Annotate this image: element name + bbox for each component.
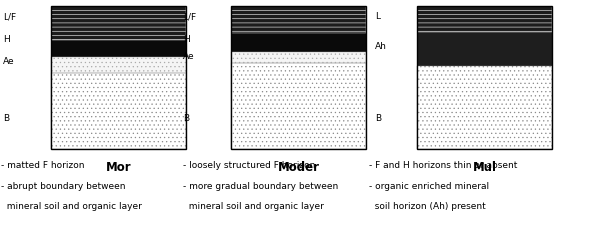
Text: mineral soil and organic layer: mineral soil and organic layer <box>183 202 324 210</box>
Text: B: B <box>375 113 381 122</box>
Bar <box>231 52 366 64</box>
Bar <box>231 7 366 34</box>
Bar <box>417 66 552 149</box>
Bar <box>231 64 366 149</box>
Text: H: H <box>3 35 10 44</box>
Bar <box>231 7 366 149</box>
Bar <box>51 7 186 149</box>
Text: - more gradual boundary between: - more gradual boundary between <box>183 181 338 190</box>
Bar <box>231 52 366 64</box>
Bar <box>51 41 186 58</box>
Bar <box>51 58 186 74</box>
Bar <box>231 64 366 149</box>
Text: - loosely structured F horizon: - loosely structured F horizon <box>183 160 316 169</box>
Text: Mor: Mor <box>106 160 131 173</box>
Bar <box>417 33 552 66</box>
Bar <box>51 7 186 41</box>
Text: L/F: L/F <box>183 12 196 21</box>
Text: B: B <box>183 113 189 122</box>
Text: H: H <box>183 35 190 44</box>
Text: soil horizon (Ah) present: soil horizon (Ah) present <box>369 202 486 210</box>
Text: - F and H horizons thin or absent: - F and H horizons thin or absent <box>369 160 517 169</box>
Bar <box>417 7 552 33</box>
Text: - abrupt boundary between: - abrupt boundary between <box>1 181 126 190</box>
Bar <box>417 7 552 149</box>
Text: Moder: Moder <box>277 160 320 173</box>
Text: mineral soil and organic layer: mineral soil and organic layer <box>1 202 142 210</box>
Text: B: B <box>3 113 9 122</box>
Text: Mul: Mul <box>473 160 497 173</box>
Bar <box>417 66 552 149</box>
Text: - organic enriched mineral: - organic enriched mineral <box>369 181 489 190</box>
Bar <box>417 7 552 33</box>
Text: L: L <box>375 12 380 21</box>
Bar <box>51 7 186 41</box>
Text: L/F: L/F <box>3 12 16 21</box>
Bar <box>51 74 186 149</box>
Text: Ae: Ae <box>183 52 194 61</box>
Bar <box>51 74 186 149</box>
Text: Ae: Ae <box>3 56 14 65</box>
Bar <box>231 34 366 52</box>
Bar <box>231 7 366 34</box>
Text: - matted F horizon: - matted F horizon <box>1 160 85 169</box>
Bar <box>51 58 186 74</box>
Text: Ah: Ah <box>375 42 387 51</box>
